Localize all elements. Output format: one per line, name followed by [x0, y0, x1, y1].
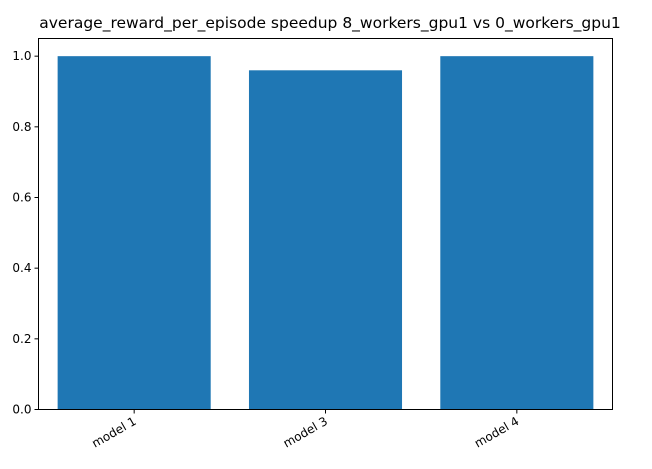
- y-tick-label: 1.0: [12, 49, 31, 63]
- bar-model-4: [440, 56, 594, 410]
- y-tick-label: 0.6: [12, 191, 31, 205]
- x-tick-label: model 3: [281, 414, 330, 451]
- y-tick-label: 0.8: [12, 120, 31, 134]
- y-tick-label: 0.0: [12, 403, 31, 417]
- chart-title: average_reward_per_episode speedup 8_wor…: [39, 14, 621, 33]
- bars-layer: [57, 56, 594, 410]
- x-tick-label: model 4: [472, 414, 521, 451]
- y-axis: 0.0 0.2 0.4 0.6 0.8 1.0: [12, 49, 39, 417]
- plot-frame: [38, 38, 613, 410]
- bar-model-3: [248, 70, 403, 410]
- y-tick-label: 0.4: [12, 261, 31, 275]
- bar-model-1: [57, 56, 211, 410]
- x-axis: model 1 model 3 model 4: [89, 409, 521, 451]
- x-tick-label: model 1: [89, 414, 138, 451]
- y-tick-label: 0.2: [12, 332, 31, 346]
